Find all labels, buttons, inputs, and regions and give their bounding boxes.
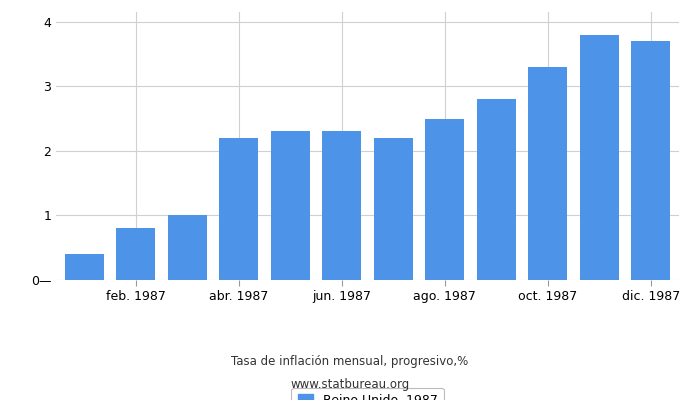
Bar <box>477 99 515 280</box>
Bar <box>168 216 206 280</box>
Text: www.statbureau.org: www.statbureau.org <box>290 378 410 391</box>
Bar <box>426 118 464 280</box>
Legend: Reino Unido, 1987: Reino Unido, 1987 <box>291 388 444 400</box>
Bar <box>323 132 361 280</box>
Bar <box>580 35 619 280</box>
Text: Tasa de inflación mensual, progresivo,%: Tasa de inflación mensual, progresivo,% <box>232 356 468 368</box>
Bar <box>631 41 670 280</box>
Bar <box>528 67 567 280</box>
Bar <box>220 138 258 280</box>
Bar <box>65 254 104 280</box>
Bar <box>116 228 155 280</box>
Bar <box>271 132 309 280</box>
Bar <box>374 138 412 280</box>
